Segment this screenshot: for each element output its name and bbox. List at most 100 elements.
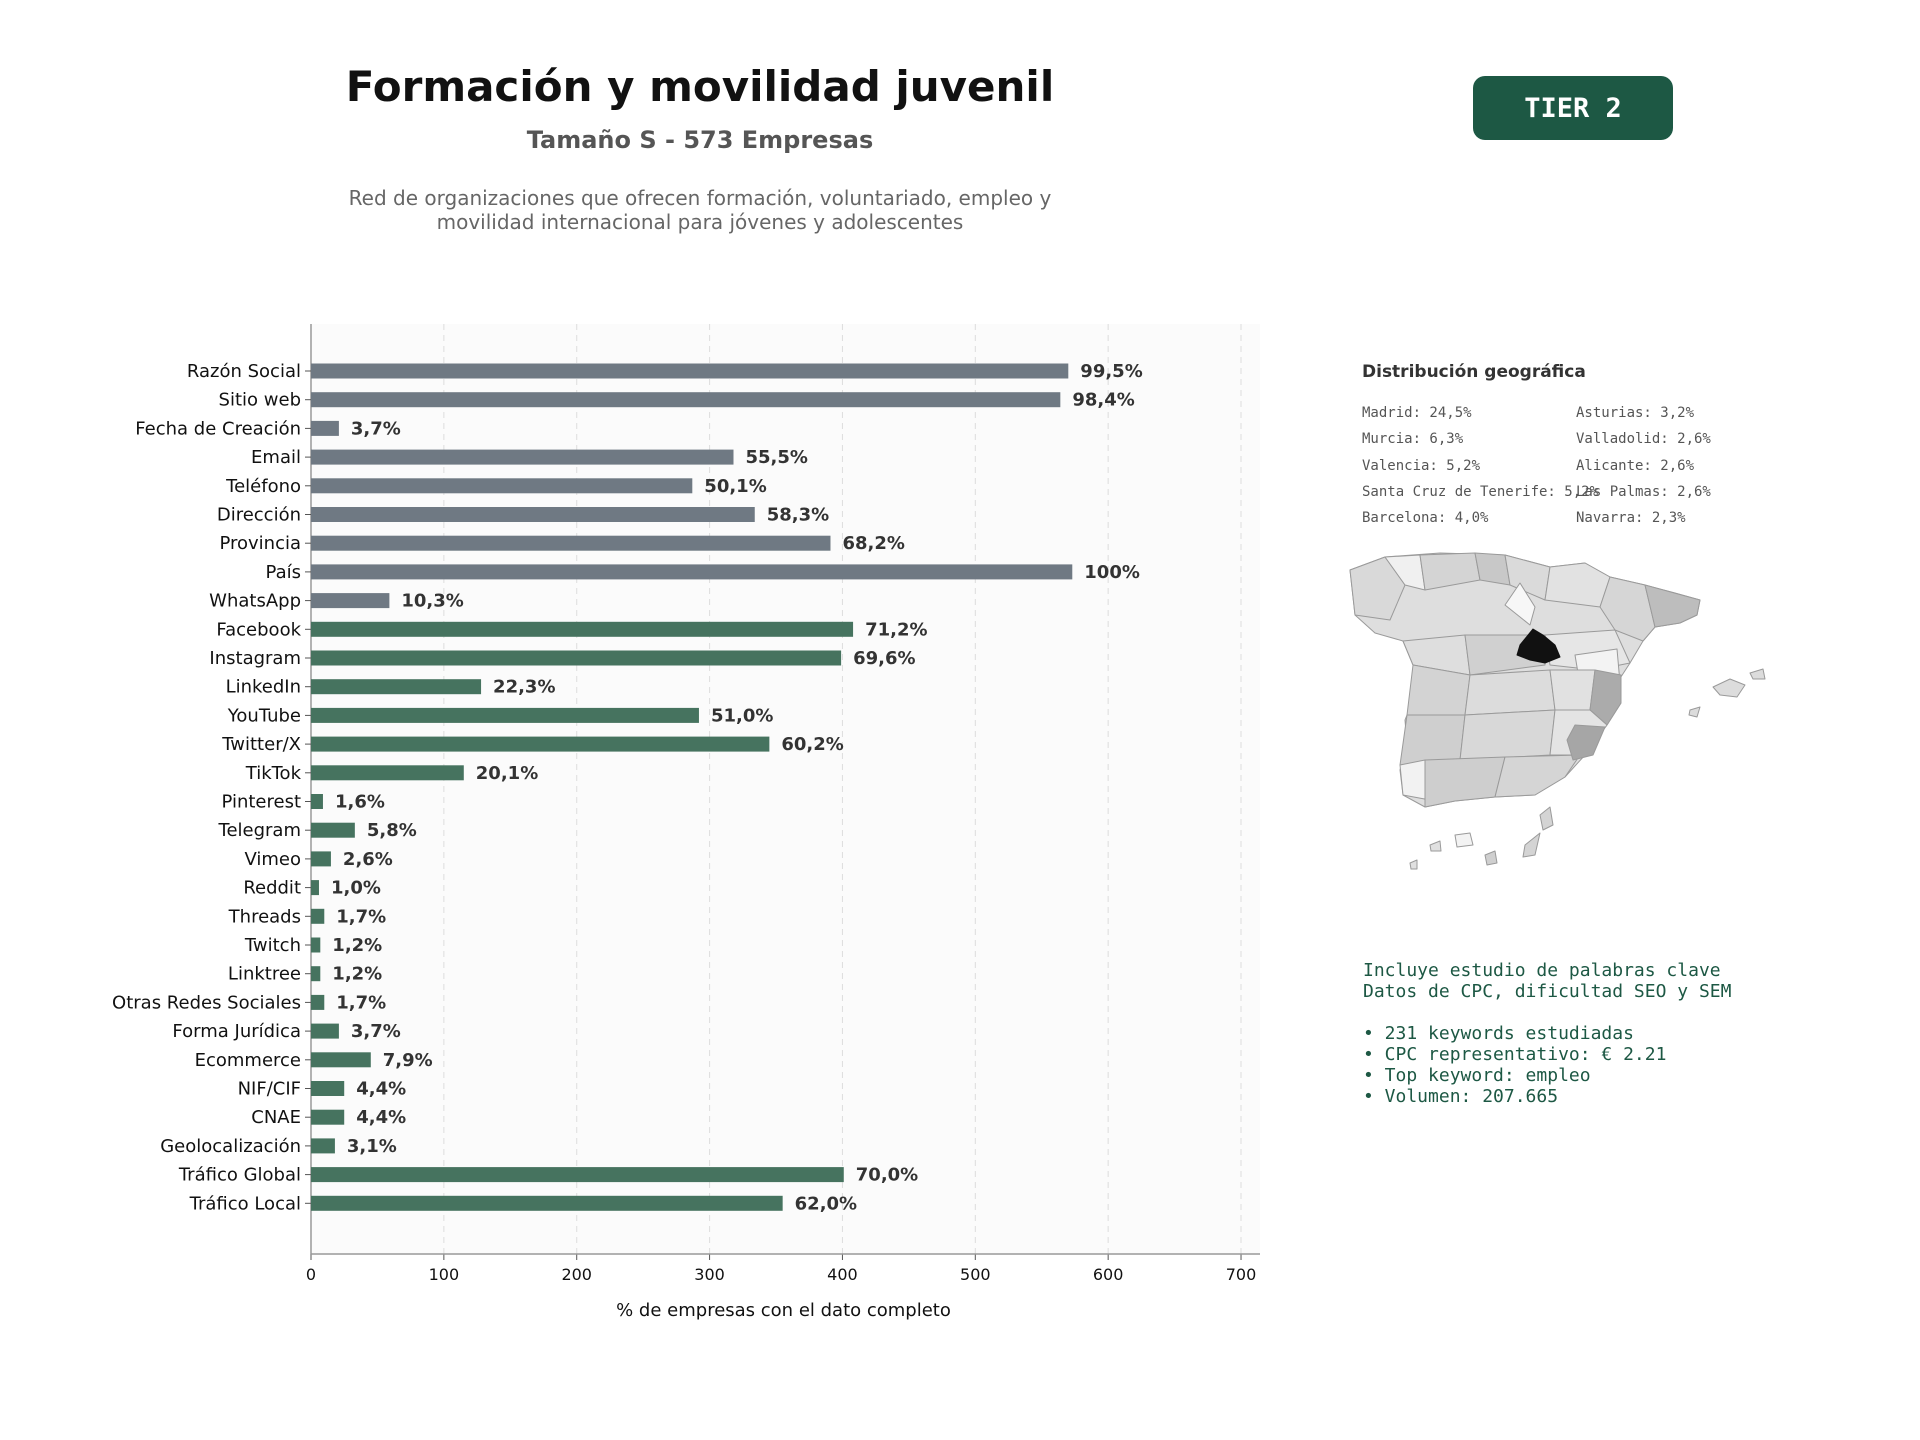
map-balearics	[1688, 706, 1701, 718]
map-region	[1589, 669, 1622, 726]
bar	[311, 1052, 371, 1068]
keywords-info: Incluye estudio de palabras clave Datos …	[1363, 960, 1731, 1108]
data-label: 1,7%	[336, 906, 386, 927]
map-canaries	[1484, 850, 1498, 866]
geo-title: Distribución geográfica	[1362, 362, 1586, 382]
category-label: Twitch	[244, 935, 301, 956]
page-description: Red de organizaciones que ofrecen formac…	[300, 186, 1100, 234]
data-label: 60,2%	[781, 734, 843, 755]
bar	[311, 363, 1069, 379]
data-label: 4,4%	[356, 1107, 406, 1128]
category-label: País	[266, 562, 301, 583]
data-label: 2,6%	[343, 849, 393, 870]
data-label: 62,0%	[795, 1193, 857, 1214]
data-label: 69,6%	[853, 648, 915, 669]
geo-item: Valencia: 5,2%	[1362, 457, 1481, 474]
map-region	[1474, 552, 1511, 586]
map-region	[1549, 669, 1596, 711]
bar	[311, 707, 699, 723]
data-label: 10,3%	[401, 591, 463, 612]
category-label: Instagram	[209, 648, 301, 669]
map-region	[1464, 669, 1556, 716]
data-label: 20,1%	[476, 763, 538, 784]
bar	[311, 564, 1073, 580]
map-canaries	[1429, 840, 1442, 852]
keywords-spacer	[1363, 1003, 1731, 1023]
geo-item: Murcia: 6,3%	[1362, 431, 1464, 448]
category-label: LinkedIn	[226, 677, 301, 698]
map-region	[1494, 754, 1581, 798]
keywords-line-2: Datos de CPC, dificultad SEO y SEM	[1363, 981, 1732, 1003]
category-label: YouTube	[227, 705, 301, 726]
bar	[311, 1023, 339, 1039]
geo-item: Alicante: 2,6%	[1576, 457, 1695, 474]
bar	[311, 765, 464, 781]
data-label: 1,6%	[335, 792, 385, 813]
category-label: Linktree	[228, 964, 301, 985]
map-canaries	[1522, 832, 1541, 858]
tier-badge: TIER 2	[1473, 76, 1673, 140]
geo-list-col2: Asturias: 3,2% Valladolid: 2,6% Alicante…	[1576, 400, 1711, 531]
data-label: 51,0%	[711, 705, 773, 726]
category-label: Facebook	[216, 619, 301, 640]
map-region	[1644, 584, 1701, 628]
map-region	[1459, 709, 1556, 761]
category-label: Dirección	[217, 505, 301, 526]
map-region	[1424, 756, 1506, 808]
geo-item: Valladolid: 2,6%	[1576, 431, 1711, 448]
geo-item: Asturias: 3,2%	[1576, 405, 1695, 421]
map-balearics	[1712, 678, 1746, 698]
keywords-bullet: • 231 keywords estudiadas	[1363, 1022, 1634, 1044]
bar	[311, 937, 321, 953]
map-region	[1504, 582, 1536, 626]
map-canaries	[1454, 832, 1474, 848]
data-label: 3,1%	[347, 1136, 397, 1157]
x-tick-label: 200	[561, 1265, 592, 1284]
bar	[311, 994, 325, 1010]
keywords-bullet: • Volumen: 207.665	[1363, 1086, 1559, 1108]
data-label: 1,2%	[332, 964, 382, 985]
data-label: 98,4%	[1072, 390, 1134, 411]
bar	[311, 736, 770, 752]
data-label: 22,3%	[493, 677, 555, 698]
data-label: 55,5%	[745, 447, 807, 468]
bar	[311, 794, 323, 809]
category-label: Fecha de Creación	[135, 418, 301, 439]
map-region	[1399, 714, 1466, 766]
category-label: Email	[251, 447, 301, 468]
data-label: 99,5%	[1080, 361, 1142, 382]
map-balearics	[1749, 668, 1766, 680]
map-region	[1349, 556, 1406, 621]
geo-item: Navarra: 2,3%	[1576, 510, 1686, 527]
x-tick-label: 600	[1093, 1265, 1124, 1284]
data-label: 4,4%	[356, 1079, 406, 1100]
data-label: 1,0%	[331, 878, 381, 899]
page-title: Formación y movilidad juvenil	[345, 62, 1055, 111]
data-label: 1,2%	[332, 935, 382, 956]
data-label: 3,7%	[351, 1021, 401, 1042]
bar-chart: 0 100 200 300 400 500 600 700 99,5% Razón Social 9…	[112, 324, 1260, 1321]
data-label: 1,7%	[336, 992, 386, 1013]
description-line-1: Red de organizaciones que ofrecen formac…	[348, 186, 1052, 210]
category-label: Pinterest	[221, 792, 301, 813]
category-label: WhatsApp	[209, 591, 301, 612]
x-tick-label: 300	[694, 1265, 725, 1284]
category-label: CNAE	[251, 1107, 301, 1128]
bar	[311, 621, 854, 637]
bar	[311, 1167, 844, 1183]
x-tick-label: 700	[1226, 1265, 1257, 1284]
category-label: Tráfico Local	[189, 1193, 301, 1214]
geo-item: Las Palmas: 2,6%	[1576, 483, 1711, 500]
category-label: Otras Redes Sociales	[112, 992, 301, 1013]
category-label: Vimeo	[244, 849, 301, 870]
geo-list-col1: Madrid: 24,5% Murcia: 6,3% Valencia: 5,2…	[1362, 400, 1598, 531]
x-tick-label: 400	[827, 1265, 858, 1284]
category-label: Twitter/X	[221, 734, 301, 755]
data-label: 7,9%	[383, 1050, 433, 1071]
page-subtitle: Tamaño S - 573 Empresas	[526, 126, 874, 154]
bar	[311, 650, 842, 666]
bar	[311, 535, 831, 551]
category-label: Tráfico Global	[178, 1165, 301, 1186]
category-label: Teléfono	[225, 476, 301, 497]
bar	[311, 593, 390, 609]
